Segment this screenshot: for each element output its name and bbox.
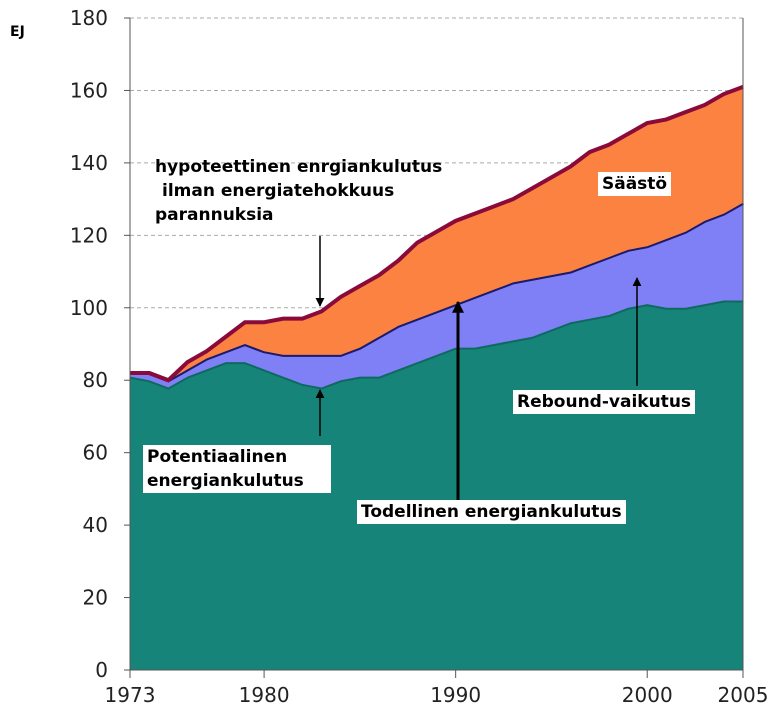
series-label: Säästö [598, 172, 672, 196]
y-tick-label: 20 [83, 586, 108, 610]
x-tick-label: 1980 [239, 683, 290, 707]
area-edge [130, 84, 744, 383]
y-tick-label: 120 [70, 223, 108, 247]
y-tick-label: 160 [70, 78, 108, 102]
annotation: ilman energiatehokkuus [162, 181, 394, 201]
y-tick-label: 140 [70, 151, 108, 175]
annotation: hypoteettinen enrgiankulutus [155, 157, 442, 177]
y-tick-label: 40 [83, 513, 108, 537]
y-tick-label: 180 [70, 6, 108, 30]
axes: 0 20 40 60 80 100 120 140 160 180 1973 1980 1990 2000… [70, 6, 769, 707]
y-tick-label: 0 [95, 658, 108, 682]
x-tick-label: 1973 [105, 683, 156, 707]
x-tick-label: 2000 [622, 683, 673, 707]
annotation: Todellinen energiankulutus [357, 500, 626, 524]
x-tick-label: 2005 [718, 683, 769, 707]
y-tick-label: 80 [83, 368, 108, 392]
series-label: Rebound-vaikutus [513, 390, 696, 414]
y-tick-label: 100 [70, 296, 108, 320]
series-label: Potentiaalinen energiankulutus [143, 445, 331, 493]
x-tick-label: 1990 [430, 683, 481, 707]
annotation: parannuksia [155, 205, 274, 225]
y-tick-label: 60 [83, 441, 108, 465]
y-axis-label: EJ [10, 24, 25, 40]
